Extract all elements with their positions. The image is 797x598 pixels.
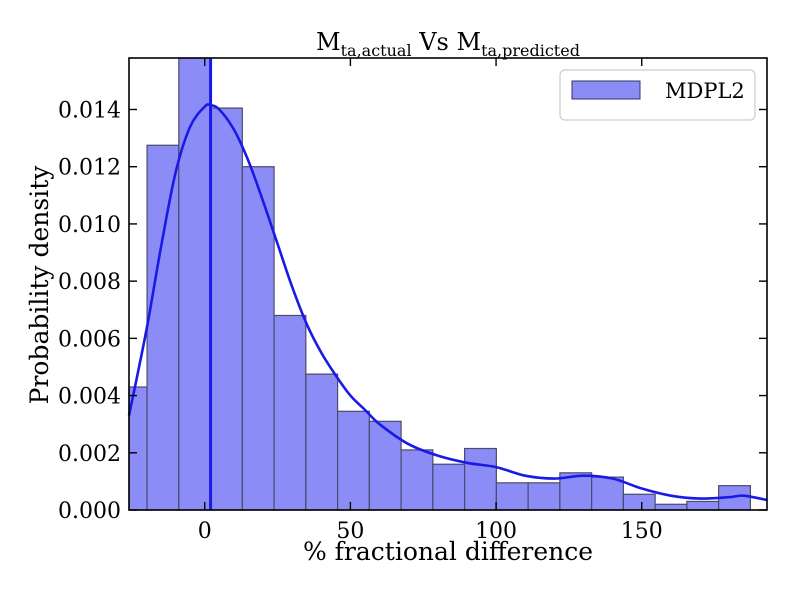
chart-title: Mta,actual Vs Mta,predicted [316,28,580,60]
y-tick-label: 0.010 [58,213,121,238]
histogram-bar [146,144,180,511]
histogram-bar [368,420,402,511]
histogram-bar [178,57,212,511]
histogram-bar [622,493,656,511]
kde-curve [127,103,768,502]
y-tick-label: 0.012 [58,156,121,181]
histogram-bar [305,373,339,511]
y-tick-label: 0.000 [58,499,121,524]
y-tick-label: 0.006 [58,327,121,352]
legend: MDPL2 [559,69,756,121]
histogram-bar [559,472,593,511]
histogram-bar [591,476,624,511]
x-tick-label: 50 [336,519,364,544]
y-tick-label: 0.004 [58,385,121,410]
histogram-bar [686,500,720,511]
histogram-bar [400,449,434,511]
histogram-bar [495,482,529,511]
histogram-bar [273,314,307,511]
histogram-bar [209,107,243,511]
histogram-bar [464,447,497,511]
y-tick-label: 0.014 [58,98,121,123]
legend-label: MDPL2 [665,79,745,103]
x-tick-label: 150 [621,519,663,544]
histogram-bar [527,482,561,511]
histogram-bar [336,410,370,511]
x-axis-label: % fractional difference [303,537,593,566]
histogram-bar [432,463,466,511]
plot-frame [128,57,768,511]
y-tick-label: 0.008 [58,270,121,295]
histogram-bars [128,57,751,511]
x-tick-label: 100 [475,519,517,544]
legend-swatch [571,80,641,100]
y-tick-label: 0.002 [58,442,121,467]
histogram-bar [654,503,688,511]
y-axis-ticks: 0.000 0.002 0.004 0.006 0.008 0.010 0.012 0.014 [58,98,767,524]
histogram-bar [241,166,275,511]
y-axis-label: Probability density [25,165,54,405]
x-tick-label: 0 [198,519,212,544]
x-axis-ticks: 0 50 100 150 [198,58,663,544]
